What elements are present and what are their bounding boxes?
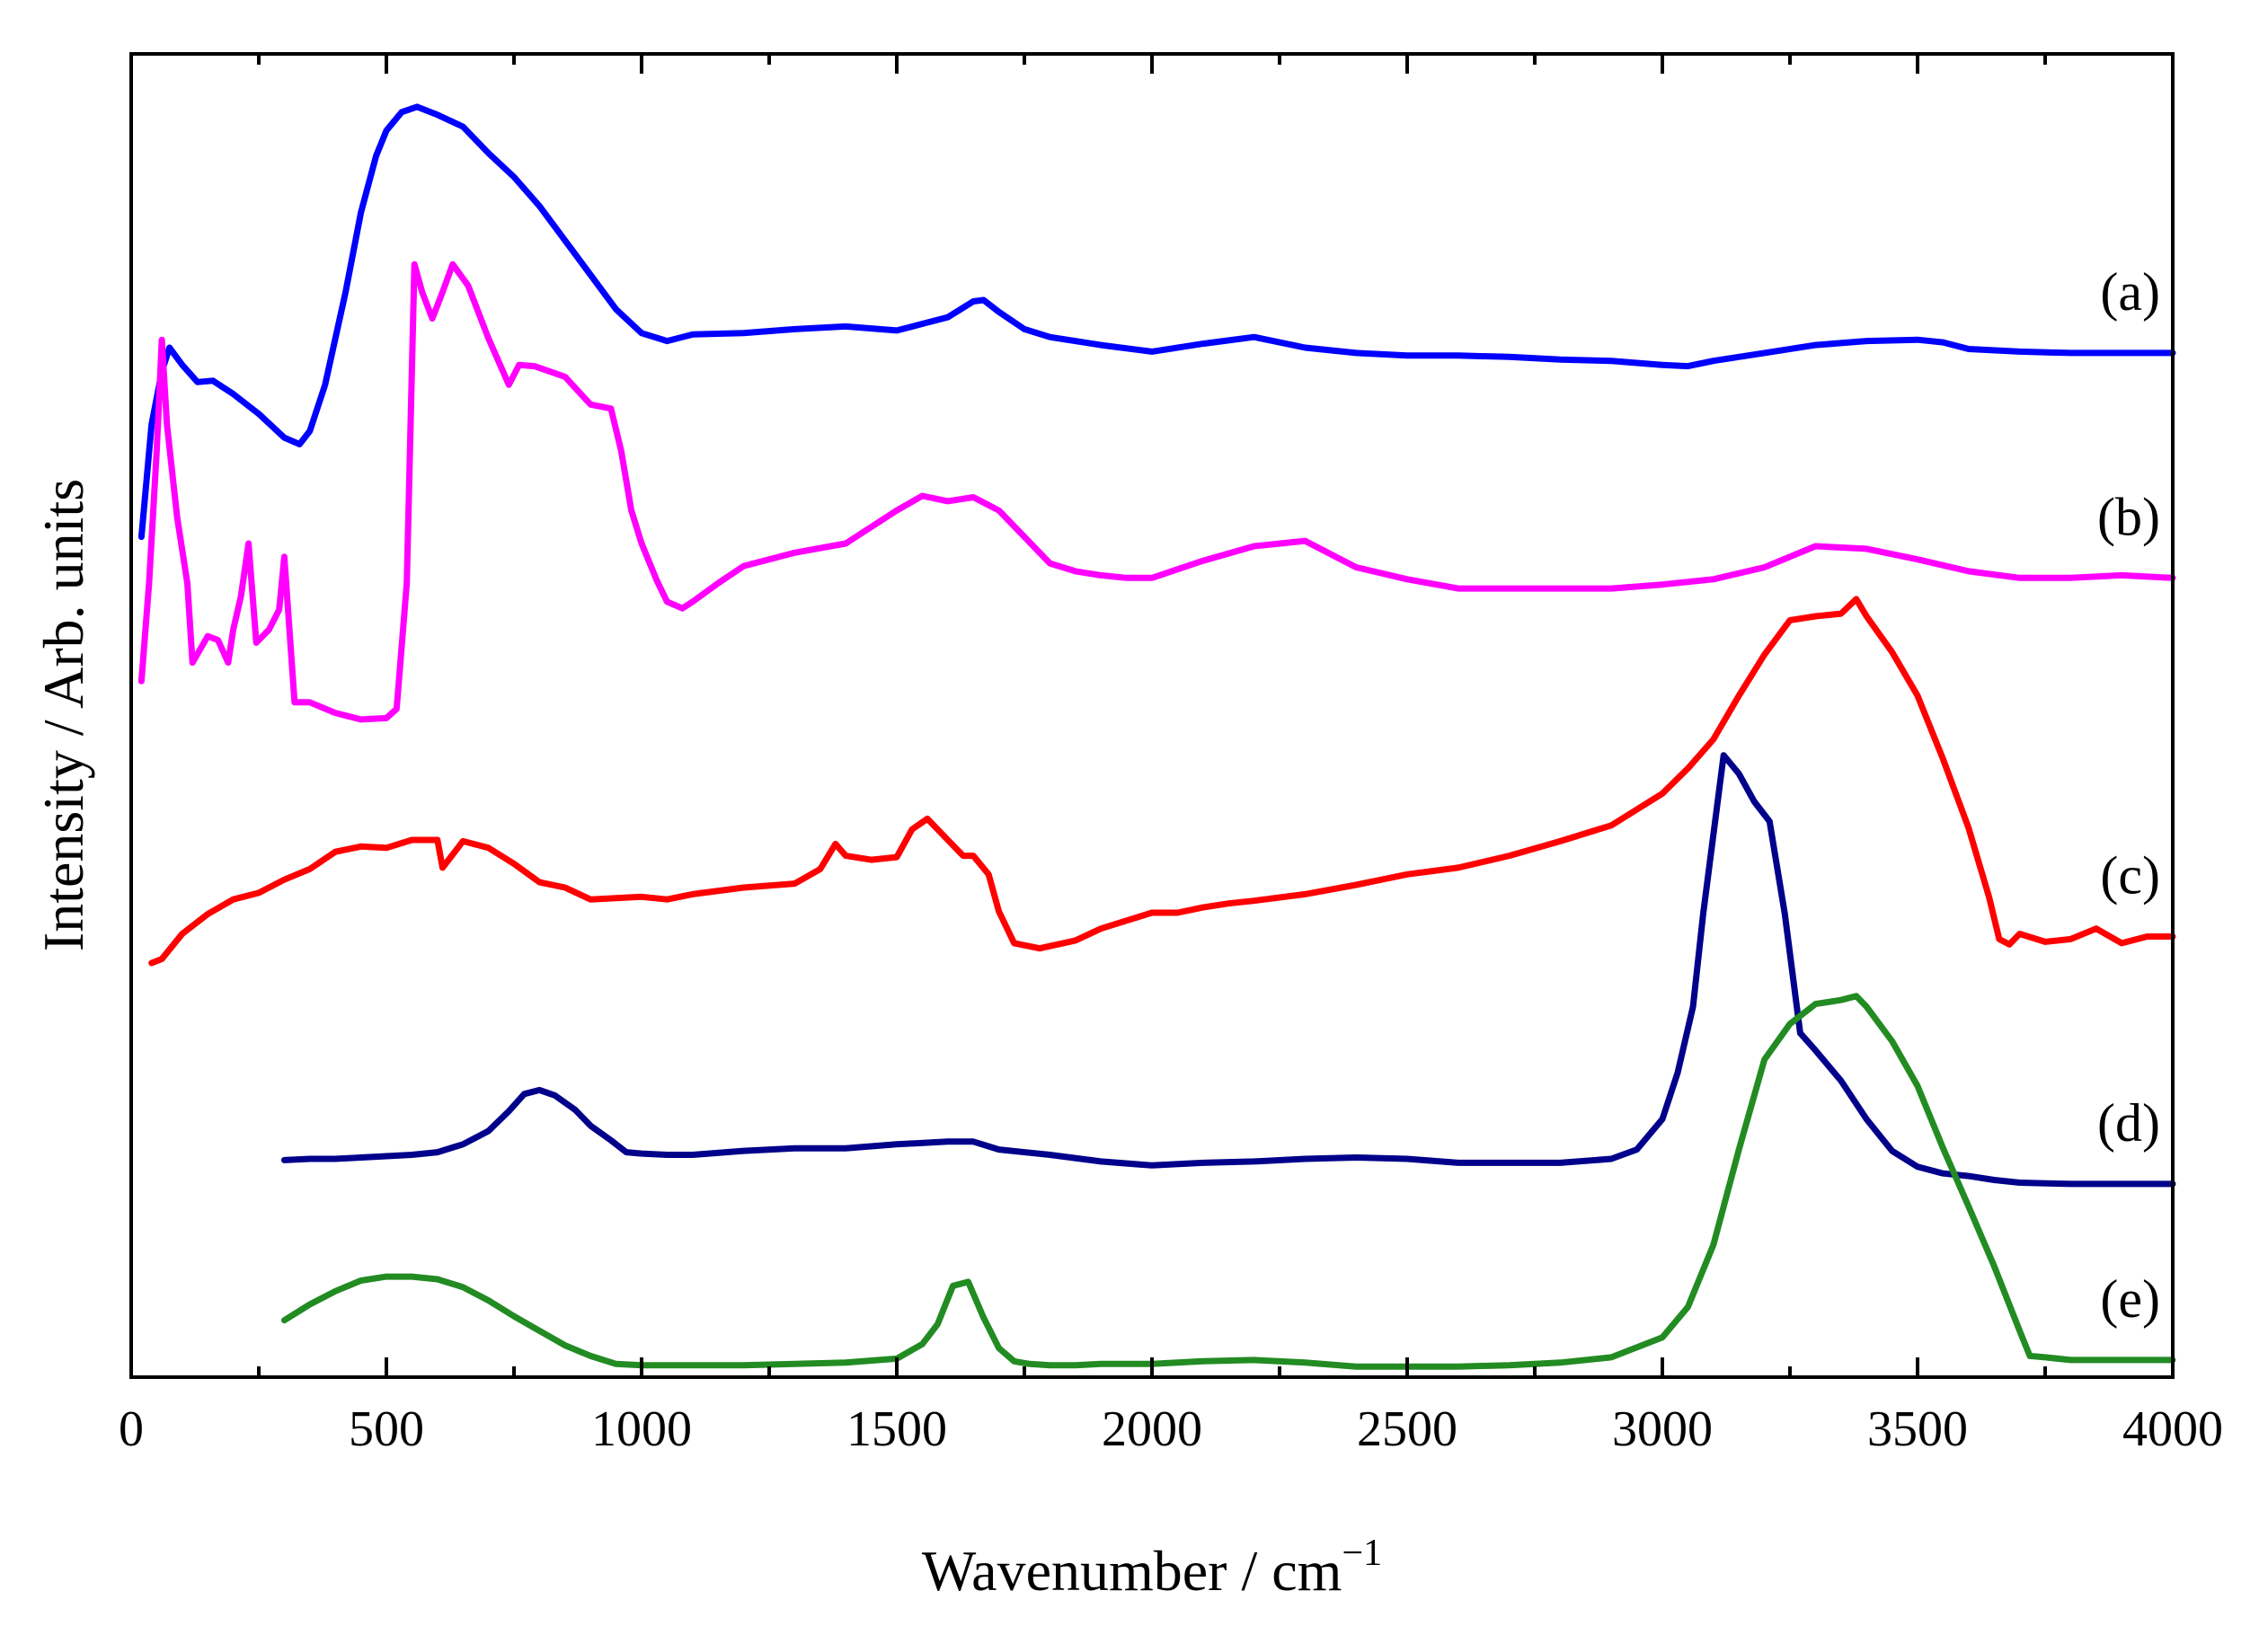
x-tick-label-3500: 3500 [1867, 1401, 1968, 1457]
x-axis-title: Wavenumber / cm−1 [922, 1533, 1382, 1603]
series-labels: (a) (b) (c) (d) (e) [2097, 262, 2160, 1329]
x-tick-label-1000: 1000 [591, 1401, 692, 1457]
x-tick-label-1500: 1500 [846, 1401, 947, 1457]
x-tick-label-500: 500 [349, 1401, 424, 1457]
series-line-b [137, 261, 2176, 723]
series-layer [137, 103, 2176, 1370]
series-label-b: (b) [2097, 487, 2160, 546]
series-line-e [280, 993, 2176, 1370]
x-tick-label-4000: 4000 [2122, 1401, 2223, 1457]
series-line-a [137, 103, 2176, 541]
x-axis-title-text: Wavenumber / cm [922, 1539, 1342, 1603]
x-axis-title-superscript: −1 [1342, 1533, 1382, 1574]
series-label-d: (d) [2097, 1093, 2160, 1153]
x-axis-tick-labels: 0 500 1000 1500 2000 2500 3000 3500 4000 [119, 1401, 2223, 1457]
series-line-c [148, 596, 2176, 967]
y-axis-title: Intensity / Arb. units [31, 479, 95, 951]
series-label-a: (a) [2100, 262, 2160, 322]
series-label-c: (c) [2100, 845, 2160, 905]
series-label-e: (e) [2100, 1269, 2160, 1329]
x-tick-label-2500: 2500 [1357, 1401, 1457, 1457]
x-tick-label-2000: 2000 [1102, 1401, 1202, 1457]
x-tick-label-3000: 3000 [1612, 1401, 1713, 1457]
x-tick-label-0: 0 [119, 1401, 144, 1457]
plot-frame [129, 52, 2175, 1379]
x-axis-ticks [129, 54, 2175, 1377]
series-line-d [280, 752, 2176, 1188]
